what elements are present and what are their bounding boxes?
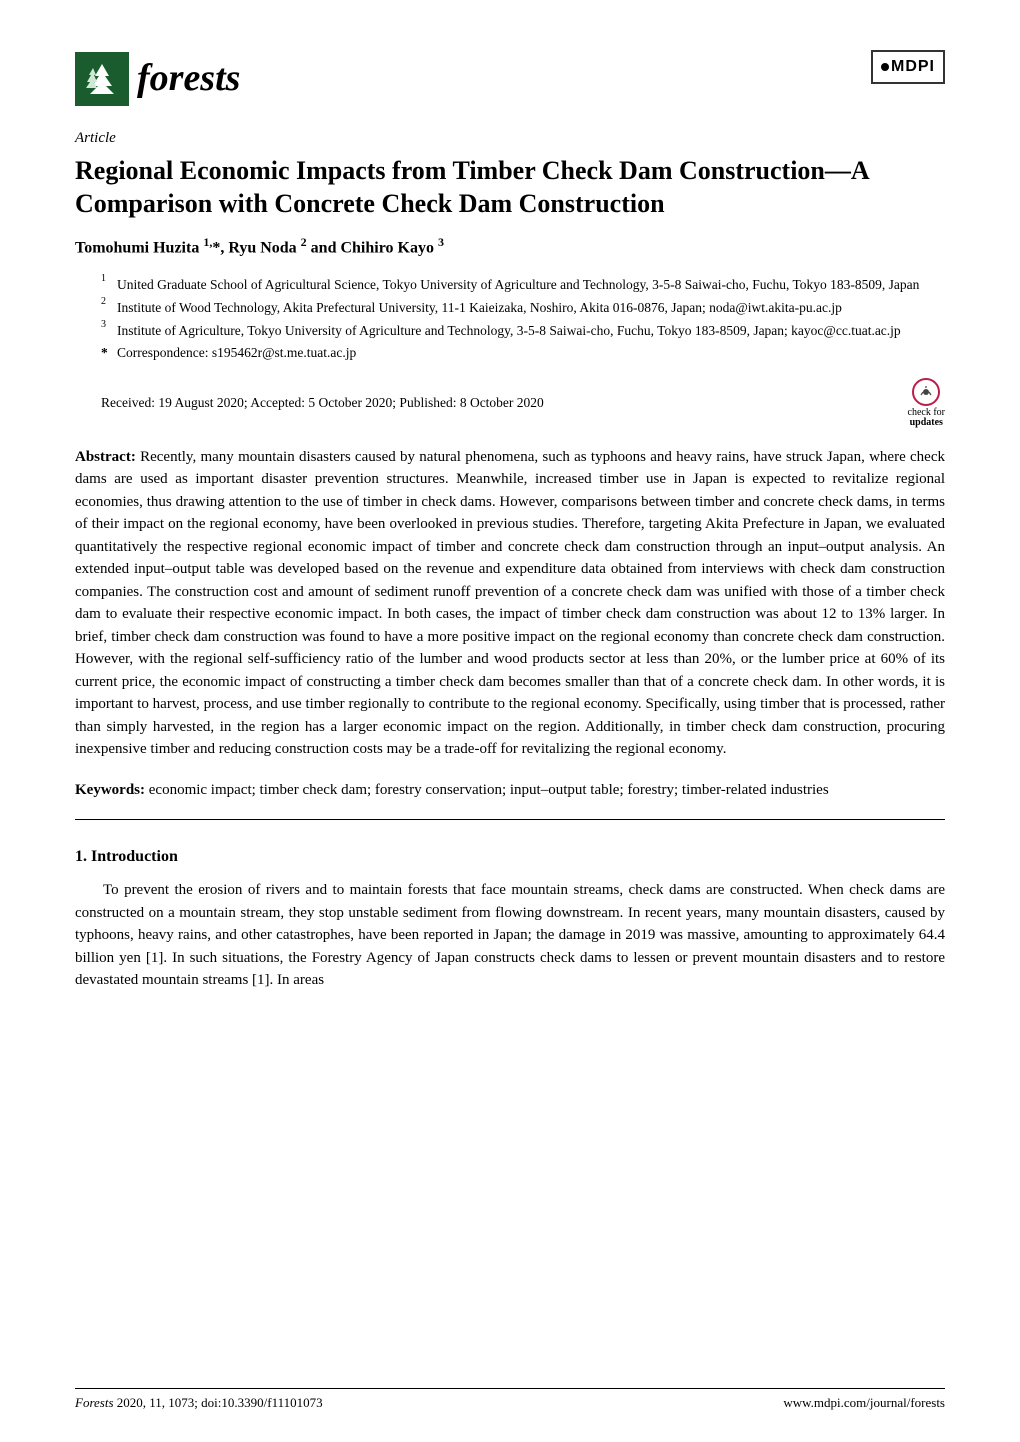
publisher-logo: MDPI: [871, 50, 945, 84]
journal-logo: forests: [75, 50, 240, 107]
affiliation-item: 1United Graduate School of Agricultural …: [101, 275, 945, 295]
dates-row: Received: 19 August 2020; Accepted: 5 Oc…: [75, 378, 945, 428]
footer-journal: Forests: [75, 1395, 114, 1410]
correspondence-text: Correspondence: s195462r@st.me.tuat.ac.j…: [117, 343, 356, 363]
affiliation-number: 2: [101, 295, 117, 315]
affiliation-text: Institute of Agriculture, Tokyo Universi…: [117, 321, 901, 341]
correspondence: *Correspondence: s195462r@st.me.tuat.ac.…: [101, 343, 945, 363]
check-circle-icon: [912, 378, 940, 406]
affiliations-block: 1United Graduate School of Agricultural …: [75, 275, 945, 362]
keywords-text: economic impact; timber check dam; fores…: [145, 782, 829, 798]
keywords: Keywords: economic impact; timber check …: [75, 779, 945, 802]
check-for-updates-button[interactable]: check for updates: [908, 378, 945, 428]
forests-logo-icon: [75, 52, 129, 106]
mdpi-dot-icon: [881, 63, 889, 71]
mdpi-text: MDPI: [871, 50, 945, 84]
affiliation-text: Institute of Wood Technology, Akita Pref…: [117, 298, 842, 318]
tree-icon: [85, 62, 119, 96]
section-divider: [75, 819, 945, 820]
affiliation-item: 2Institute of Wood Technology, Akita Pre…: [101, 298, 945, 318]
header-row: forests MDPI: [75, 50, 945, 107]
section-header-introduction: 1. Introduction: [75, 845, 945, 869]
check-updates-line2: updates: [908, 418, 945, 428]
authors: Tomohumi Huzita 1,*, Ryu Noda 2 and Chih…: [75, 233, 945, 260]
check-mark-icon: [919, 385, 933, 399]
footer-journal-link[interactable]: www.mdpi.com/journal/forests: [783, 1393, 945, 1413]
affiliation-item: 3Institute of Agriculture, Tokyo Univers…: [101, 321, 945, 341]
keywords-label: Keywords:: [75, 782, 145, 798]
footer-citation: 2020, 11, 1073; doi:10.3390/f11101073: [114, 1395, 323, 1410]
abstract: Abstract: Recently, many mountain disast…: [75, 446, 945, 761]
article-type: Article: [75, 127, 945, 150]
article-title: Regional Economic Impacts from Timber Ch…: [75, 154, 945, 222]
affiliation-number: 1: [101, 272, 117, 292]
affiliation-number: 3: [101, 318, 117, 338]
footer-left: Forests 2020, 11, 1073; doi:10.3390/f111…: [75, 1393, 323, 1413]
affiliation-text: United Graduate School of Agricultural S…: [117, 275, 919, 295]
abstract-label: Abstract:: [75, 449, 136, 465]
dates-text: Received: 19 August 2020; Accepted: 5 Oc…: [101, 393, 544, 413]
publisher-name: MDPI: [891, 58, 935, 75]
correspondence-symbol: *: [101, 343, 117, 363]
journal-name: forests: [137, 50, 240, 107]
introduction-paragraph: To prevent the erosion of rivers and to …: [75, 879, 945, 992]
abstract-text: Recently, many mountain disasters caused…: [75, 449, 945, 758]
page-footer: Forests 2020, 11, 1073; doi:10.3390/f111…: [75, 1388, 945, 1413]
